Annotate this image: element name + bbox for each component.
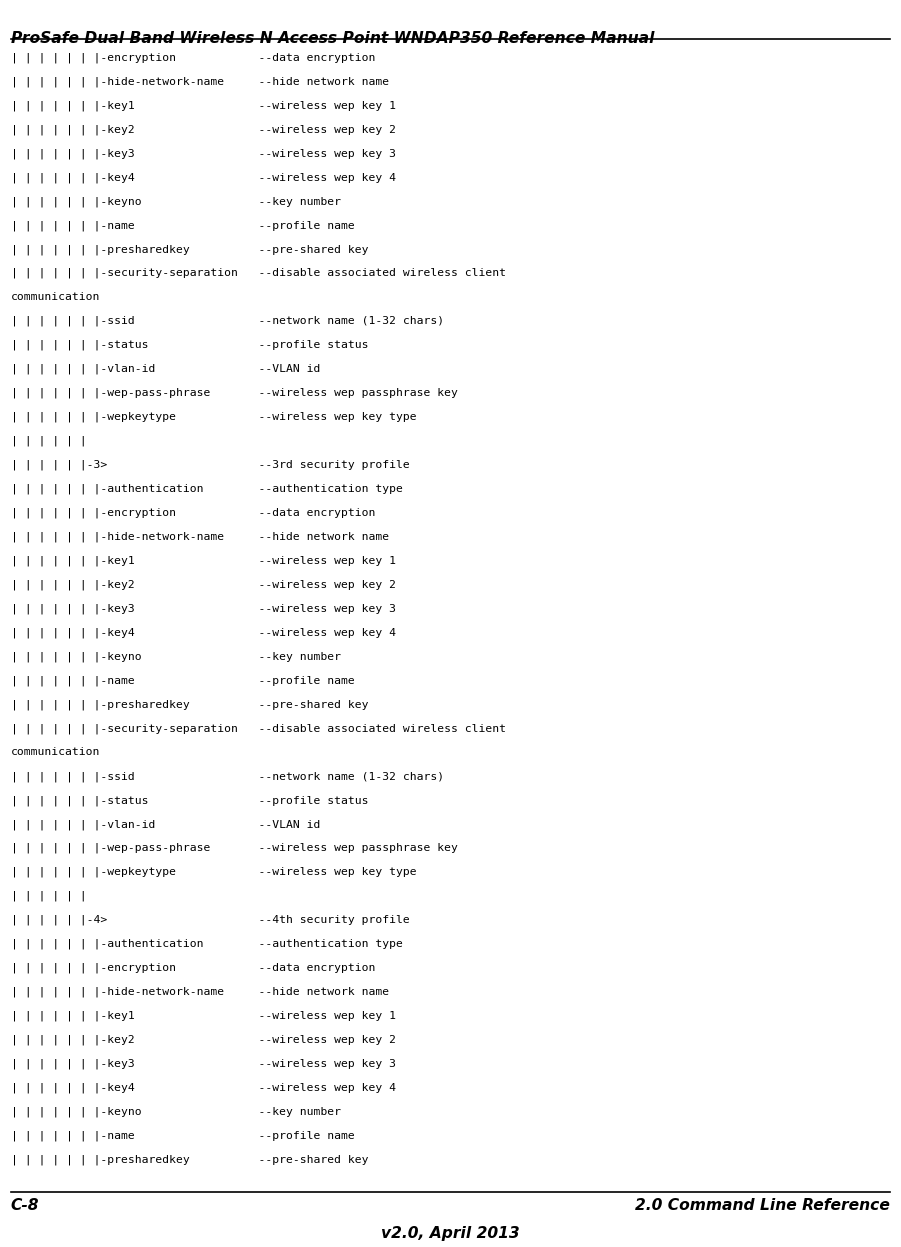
Text: | | | | | | |-wep-pass-phrase       --wireless wep passphrase key: | | | | | | |-wep-pass-phrase --wireless… <box>11 388 458 398</box>
Text: | | | | | | |-authentication        --authentication type: | | | | | | |-authentication --authentic… <box>11 484 602 494</box>
Text: | | | | | | |-presharedkey          --pre-shared key: | | | | | | |-presharedkey --pre-shared … <box>11 700 375 710</box>
Text: | | | | | | |-encryption            --data encryption: | | | | | | |-encryption --data encrypti… <box>11 52 375 62</box>
Text: | | | | | | |-key1                  --wireless wep key 1: | | | | | | |-key1 --wireless wep key 1 <box>11 1011 602 1021</box>
Text: | | | | | | |-name                  --profile name: | | | | | | |-name --profile name <box>11 1131 355 1141</box>
Text: | | | | | | |-key2                  --wireless wep key 2: | | | | | | |-key2 --wireless wep key 2 <box>11 1035 602 1045</box>
Text: | | | | | | |-keyno                 --key number: | | | | | | |-keyno --key number <box>11 1106 348 1117</box>
Text: | | | | | | |-wep-pass-phrase       --wireless wep passphrase key: | | | | | | |-wep-pass-phrase --wireless… <box>11 843 458 853</box>
Text: C-8: C-8 <box>11 1198 40 1213</box>
Text: | | | | | | |-key3                  --wireless wep key 3: | | | | | | |-key3 --wireless wep key 3 <box>11 148 602 158</box>
Text: | | | | | | |-ssid                  --network name (1-32 chars): | | | | | | |-ssid --network name (1-32 … <box>11 315 444 327</box>
Text: 2.0 Command Line Reference: 2.0 Command Line Reference <box>635 1198 890 1213</box>
Text: | | | | | | |-vlan-id               --VLAN id: | | | | | | |-vlan-id --VLAN id <box>11 364 320 374</box>
Text: | | | | | | |-encryption            --data encryption: | | | | | | |-encryption --data encrypti… <box>11 508 375 518</box>
Text: | | | | | | |-authentication        --authentication type: | | | | | | |-authentication --authentic… <box>11 939 602 949</box>
Text: ProSafe Dual Band Wireless N Access Point WNDAP350 Reference Manual: ProSafe Dual Band Wireless N Access Poin… <box>11 31 654 46</box>
Text: | | | | | | |-key3                  --wireless wep key 3: | | | | | | |-key3 --wireless wep key 3 <box>11 604 602 614</box>
Text: | | | | | |: | | | | | | <box>11 890 568 902</box>
Text: communication: communication <box>11 747 100 757</box>
Text: | | | | | | |-status                --profile status: | | | | | | |-status --profile status <box>11 796 602 806</box>
Text: | | | | | | |-key1                  --wireless wep key 1: | | | | | | |-key1 --wireless wep key 1 <box>11 100 602 111</box>
Text: | | | | | | |-key4                  --wireless wep key 4: | | | | | | |-key4 --wireless wep key 4 <box>11 172 602 182</box>
Text: v2.0, April 2013: v2.0, April 2013 <box>381 1226 520 1241</box>
Text: | | | | | | |-status                --profile status: | | | | | | |-status --profile status <box>11 340 602 350</box>
Text: | | | | | | |-presharedkey          --pre-shared key: | | | | | | |-presharedkey --pre-shared … <box>11 244 375 254</box>
Text: | | | | | | |-key2                  --wireless wep key 2: | | | | | | |-key2 --wireless wep key 2 <box>11 125 602 135</box>
Text: | | | | | | |-key4                  --wireless wep key 4: | | | | | | |-key4 --wireless wep key 4 <box>11 627 602 638</box>
Text: | | | | | | |-vlan-id               --VLAN id: | | | | | | |-vlan-id --VLAN id <box>11 819 320 829</box>
Text: communication: communication <box>11 292 100 302</box>
Text: | | | | | | |-name                  --profile name: | | | | | | |-name --profile name <box>11 219 355 231</box>
Text: | | | | | |: | | | | | | <box>11 435 568 446</box>
Text: | | | | | | |-key3                  --wireless wep key 3: | | | | | | |-key3 --wireless wep key 3 <box>11 1059 602 1069</box>
Text: | | | | | | |-hide-network-name     --hide network name: | | | | | | |-hide-network-name --hide n… <box>11 531 602 542</box>
Text: | | | | | | |-keyno                 --key number: | | | | | | |-keyno --key number <box>11 651 348 662</box>
Text: | | | | | |-3>                      --3rd security profile: | | | | | |-3> --3rd security profile <box>11 460 602 470</box>
Text: | | | | | | |-ssid                  --network name (1-32 chars): | | | | | | |-ssid --network name (1-32 … <box>11 771 444 782</box>
Text: | | | | | | |-keyno                 --key number: | | | | | | |-keyno --key number <box>11 196 348 207</box>
Text: | | | | | | |-wepkeytype            --wireless wep key type: | | | | | | |-wepkeytype --wireless wep … <box>11 412 602 423</box>
Text: | | | | | | |-key4                  --wireless wep key 4: | | | | | | |-key4 --wireless wep key 4 <box>11 1082 602 1094</box>
Text: | | | | | | |-security-separation   --disable associated wireless client: | | | | | | |-security-separation --disa… <box>11 268 505 278</box>
Text: | | | | | | |-wepkeytype            --wireless wep key type: | | | | | | |-wepkeytype --wireless wep … <box>11 867 602 878</box>
Text: | | | | | | |-key1                  --wireless wep key 1: | | | | | | |-key1 --wireless wep key 1 <box>11 555 602 566</box>
Text: | | | | | |-4>                      --4th security profile: | | | | | |-4> --4th security profile <box>11 915 602 925</box>
Text: | | | | | | |-encryption            --data encryption: | | | | | | |-encryption --data encrypti… <box>11 963 375 974</box>
Text: | | | | | | |-name                  --profile name: | | | | | | |-name --profile name <box>11 676 355 686</box>
Text: | | | | | | |-security-separation   --disable associated wireless client: | | | | | | |-security-separation --disa… <box>11 723 505 733</box>
Text: | | | | | | |-presharedkey          --pre-shared key: | | | | | | |-presharedkey --pre-shared … <box>11 1155 375 1165</box>
Text: | | | | | | |-hide-network-name     --hide network name: | | | | | | |-hide-network-name --hide n… <box>11 986 602 998</box>
Text: | | | | | | |-hide-network-name     --hide network name: | | | | | | |-hide-network-name --hide n… <box>11 76 602 87</box>
Text: | | | | | | |-key2                  --wireless wep key 2: | | | | | | |-key2 --wireless wep key 2 <box>11 580 602 590</box>
